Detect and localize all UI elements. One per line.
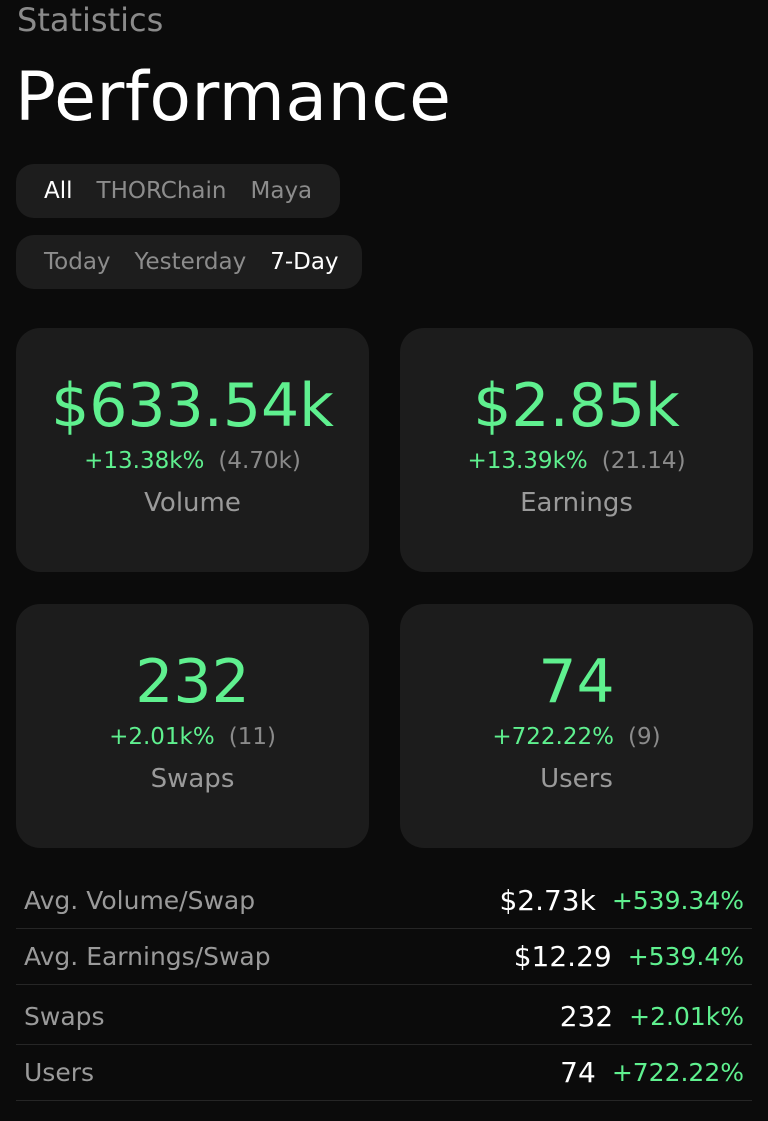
users-delta: +722.22% (9) <box>400 722 753 752</box>
swaps-previous: (11) <box>228 724 276 750</box>
swaps-change: +2.01k% <box>109 724 215 750</box>
network-option-maya[interactable]: Maya <box>250 178 313 204</box>
stat-row-users: Users 74 +722.22% <box>16 1045 752 1101</box>
earnings-value: $2.85k <box>473 371 680 441</box>
stat-change: +539.4% <box>627 942 744 971</box>
period-option-7-day[interactable]: 7-Day <box>270 249 339 275</box>
earnings-change: +13.39k% <box>467 448 588 474</box>
period-option-yesterday[interactable]: Yesterday <box>134 249 247 275</box>
swaps-delta: +2.01k% (11) <box>16 722 369 752</box>
page-title: Performance <box>15 58 452 137</box>
users-label: Users <box>540 764 613 794</box>
earnings-previous: (21.14) <box>601 448 686 474</box>
stat-row-swaps: Swaps 232 +2.01k% <box>16 989 752 1045</box>
period-option-today[interactable]: Today <box>44 249 111 275</box>
earnings-delta: +13.39k% (21.14) <box>400 446 753 476</box>
users-previous: (9) <box>628 724 661 750</box>
stat-change: +2.01k% <box>629 1002 744 1031</box>
stat-value: $12.29 <box>513 940 612 973</box>
volume-card: $633.54k +13.38k% (4.70k) Volume <box>16 328 369 572</box>
stat-change: +722.22% <box>611 1058 744 1087</box>
users-value: 74 <box>538 647 615 717</box>
stat-name: Avg. Volume/Swap <box>24 886 256 915</box>
stats-list: Avg. Volume/Swap $2.73k +539.34% Avg. Ea… <box>16 873 752 1101</box>
volume-value: $633.54k <box>51 371 334 441</box>
swaps-label: Swaps <box>150 764 235 794</box>
earnings-card: $2.85k +13.39k% (21.14) Earnings <box>400 328 753 572</box>
earnings-label: Earnings <box>520 488 633 518</box>
stat-name: Avg. Earnings/Swap <box>24 942 271 971</box>
stat-change: +539.34% <box>611 886 744 915</box>
stat-row-avg-volume-per-swap: Avg. Volume/Swap $2.73k +539.34% <box>16 873 752 929</box>
section-eyebrow: Statistics <box>17 1 164 39</box>
users-change: +722.22% <box>492 724 614 750</box>
users-card: 74 +722.22% (9) Users <box>400 604 753 848</box>
volume-change: +13.38k% <box>84 448 205 474</box>
period-filter: Today Yesterday 7-Day <box>16 235 362 289</box>
swaps-card: 232 +2.01k% (11) Swaps <box>16 604 369 848</box>
stat-name: Swaps <box>24 1002 105 1031</box>
swaps-value: 232 <box>135 647 250 717</box>
network-filter: All THORChain Maya <box>16 164 340 218</box>
network-option-thorchain[interactable]: THORChain <box>96 178 227 204</box>
stat-value: 232 <box>559 1000 614 1033</box>
volume-previous: (4.70k) <box>218 448 301 474</box>
network-option-all[interactable]: All <box>44 178 73 204</box>
stat-value: 74 <box>560 1056 596 1089</box>
stat-row-avg-earnings-per-swap: Avg. Earnings/Swap $12.29 +539.4% <box>16 929 752 985</box>
stat-value: $2.73k <box>499 884 596 917</box>
volume-label: Volume <box>144 488 241 518</box>
stat-name: Users <box>24 1058 95 1087</box>
volume-delta: +13.38k% (4.70k) <box>16 446 369 476</box>
